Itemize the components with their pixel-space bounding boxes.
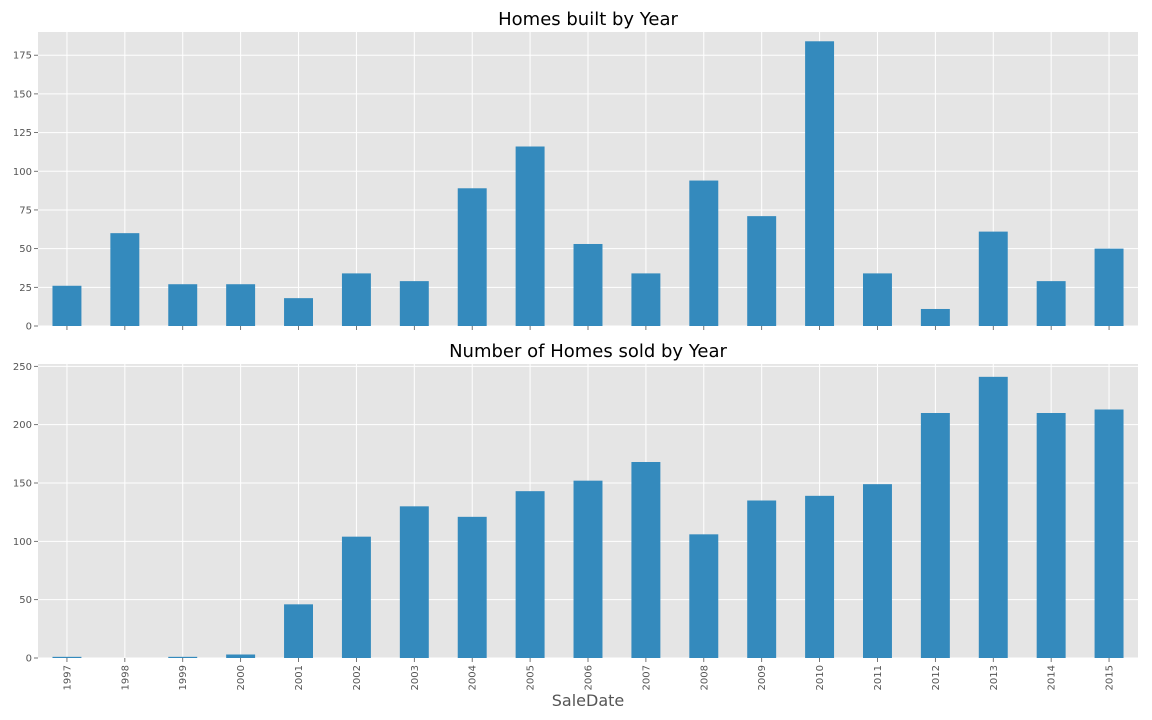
bar-2007 xyxy=(631,462,661,658)
y-tick-label: 50 xyxy=(19,595,32,606)
y-tick-label: 100 xyxy=(13,537,32,548)
homes-built-chart: Homes built by Year 0 25 50 75 100 125 150 175 xyxy=(13,9,1138,333)
bar-2004 xyxy=(457,516,487,658)
bar-2002 xyxy=(341,273,371,326)
bar-1997 xyxy=(52,285,82,326)
bar-2008 xyxy=(689,534,719,658)
y-tick-label: 0 xyxy=(26,654,32,665)
bar-2000 xyxy=(226,654,256,658)
y-axis: 0 25 50 75 100 125 150 175 xyxy=(13,51,38,333)
bar-2006 xyxy=(573,243,603,326)
y-tick-label: 150 xyxy=(13,89,32,100)
bar-2009 xyxy=(747,216,777,326)
bar-2000 xyxy=(226,284,256,326)
bar-2010 xyxy=(805,495,835,658)
bar-2013 xyxy=(978,231,1008,326)
y-tick-label: 250 xyxy=(13,362,32,373)
bar-2003 xyxy=(399,506,429,658)
bar-2001 xyxy=(284,298,313,326)
bar-2008 xyxy=(689,180,719,326)
bar-2011 xyxy=(863,484,892,658)
x-tick-label: 1998 xyxy=(120,665,131,690)
bar-2001 xyxy=(284,604,313,658)
bar-2007 xyxy=(631,273,661,326)
x-tick-label: 2012 xyxy=(931,665,942,690)
y-tick-label: 150 xyxy=(13,479,32,490)
x-tick-label: 2008 xyxy=(699,665,710,690)
y-tick-label: 175 xyxy=(13,51,32,62)
bar-2015 xyxy=(1094,248,1124,326)
chart-title: Homes built by Year xyxy=(498,9,678,30)
x-tick-label: 2000 xyxy=(236,665,247,690)
x-tick-label: 2004 xyxy=(468,665,479,690)
bar-1999 xyxy=(168,284,198,326)
y-tick-label: 75 xyxy=(19,205,32,216)
y-tick-label: 0 xyxy=(26,322,32,333)
y-tick-label: 50 xyxy=(19,244,32,255)
bar-2009 xyxy=(747,500,777,658)
x-tick-label: 2007 xyxy=(641,665,652,690)
bar-2005 xyxy=(515,146,545,326)
x-tick-label: 2005 xyxy=(526,665,537,690)
x-axis: 1997 1998 1999 2000 2001 2002 2003 2004 2005 2006… xyxy=(62,658,1116,690)
bars xyxy=(52,41,1124,326)
y-tick-label: 100 xyxy=(13,167,32,178)
bar-2010 xyxy=(805,41,835,326)
x-tick-label: 2014 xyxy=(1047,665,1058,690)
bar-2014 xyxy=(1036,281,1066,326)
x-tick-label: 2013 xyxy=(989,665,1000,690)
homes-sold-chart: Number of Homes sold by Year SaleDate 0 5… xyxy=(13,341,1138,710)
bar-1997 xyxy=(52,656,82,658)
x-tick-label: 2009 xyxy=(757,665,768,690)
x-tick-label: 2002 xyxy=(352,665,363,690)
x-tick-label: 2006 xyxy=(584,665,595,690)
bar-2005 xyxy=(515,491,545,658)
x-tick-label: 2001 xyxy=(294,665,305,690)
x-tick-label: 1999 xyxy=(178,665,189,690)
bar-2003 xyxy=(399,281,429,326)
y-tick-label: 125 xyxy=(13,128,32,139)
x-axis xyxy=(66,326,1110,330)
x-tick-label: 1997 xyxy=(62,665,73,690)
x-tick-label: 2010 xyxy=(815,665,826,690)
x-axis-label: SaleDate xyxy=(552,691,625,710)
bar-1998 xyxy=(110,233,140,326)
bar-2004 xyxy=(457,188,487,326)
bar-2002 xyxy=(341,536,371,658)
bar-2012 xyxy=(920,308,950,326)
x-tick-label: 2003 xyxy=(410,665,421,690)
bar-2011 xyxy=(863,273,892,326)
y-axis: 0 50 100 150 200 250 xyxy=(13,362,38,665)
y-tick-label: 200 xyxy=(13,420,32,431)
bar-2013 xyxy=(978,376,1008,658)
bar-2006 xyxy=(573,480,603,658)
y-tick-label: 25 xyxy=(19,283,32,294)
bar-2012 xyxy=(920,413,950,658)
x-tick-label: 2011 xyxy=(873,665,884,690)
bar-2015 xyxy=(1094,409,1124,658)
bars xyxy=(52,376,1124,658)
bar-1999 xyxy=(168,656,198,658)
x-tick-label: 2015 xyxy=(1105,665,1116,690)
chart-title: Number of Homes sold by Year xyxy=(449,341,727,362)
bar-2014 xyxy=(1036,413,1066,658)
